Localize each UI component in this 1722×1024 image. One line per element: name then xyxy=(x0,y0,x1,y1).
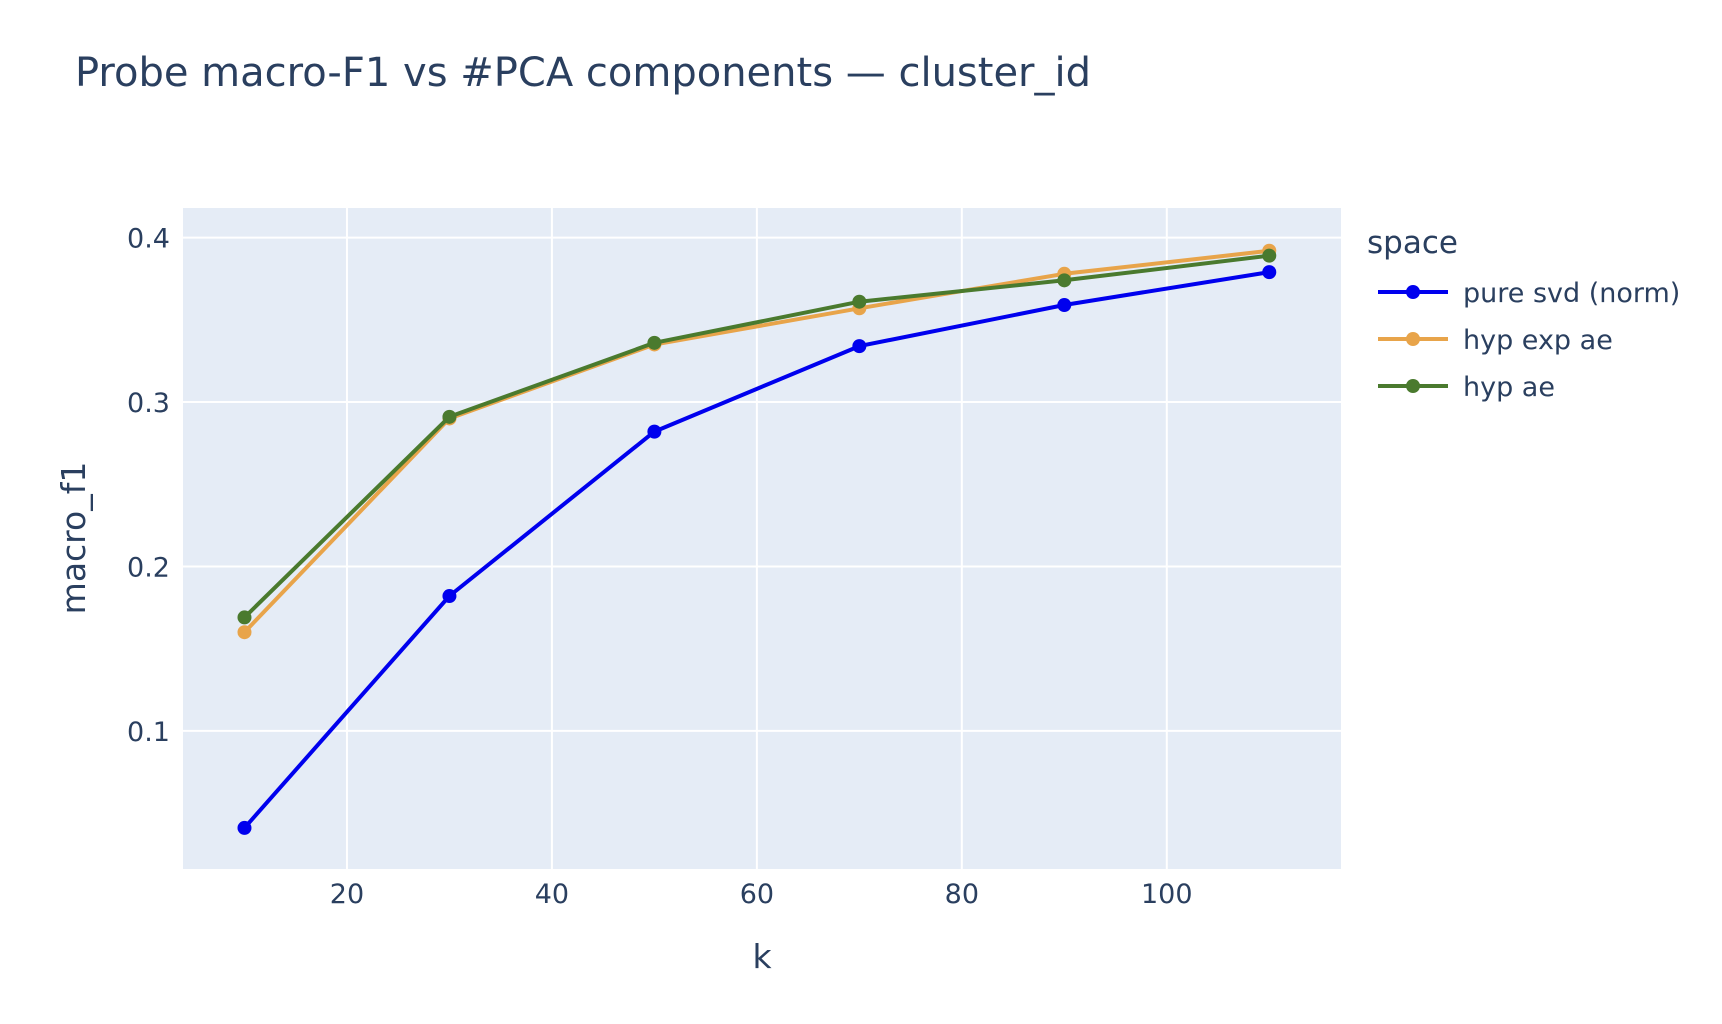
legend-title: space xyxy=(1367,225,1458,261)
y-axis-label: macro_f1 xyxy=(54,462,93,615)
data-point xyxy=(442,409,457,424)
x-axis-label: k xyxy=(752,937,772,976)
series-line xyxy=(243,253,1270,619)
legend-label: pure svd (norm) xyxy=(1463,278,1680,309)
y-tick-label: 0.1 xyxy=(127,717,170,748)
y-tick-label: 0.4 xyxy=(127,224,170,255)
x-tick-labels: 20 40 60 80 100 xyxy=(330,879,1193,910)
x-tick-label: 100 xyxy=(1141,879,1193,910)
x-tick-label: 40 xyxy=(535,879,569,910)
legend-item[interactable]: hyp exp ae xyxy=(1378,325,1613,356)
data-point xyxy=(1262,248,1277,263)
legend-items: pure svd (norm) hyp exp ae hyp ae xyxy=(1378,278,1680,403)
series-line xyxy=(243,248,1270,634)
series-line xyxy=(243,270,1270,830)
data-point xyxy=(647,335,662,350)
data-point xyxy=(852,339,867,354)
data-point xyxy=(1057,298,1072,313)
data-point xyxy=(1057,273,1072,288)
data-point xyxy=(442,589,457,604)
y-tick-labels: 0.1 0.2 0.3 0.4 xyxy=(127,224,170,748)
data-point xyxy=(852,294,867,309)
legend-label: hyp exp ae xyxy=(1463,325,1613,356)
x-tick-label: 20 xyxy=(330,879,364,910)
y-tick-label: 0.2 xyxy=(127,552,170,583)
series-pure-svd-norm- xyxy=(237,265,1277,835)
chart-title: Probe macro-F1 vs #PCA components — clus… xyxy=(75,50,1091,96)
data-point xyxy=(1262,265,1277,280)
legend-swatch-marker xyxy=(1406,332,1420,346)
series-lines xyxy=(237,243,1277,835)
data-point xyxy=(237,820,252,835)
x-tick-label: 80 xyxy=(945,879,979,910)
legend-item[interactable]: pure svd (norm) xyxy=(1378,278,1680,309)
data-point xyxy=(237,625,252,640)
data-point xyxy=(237,610,252,625)
legend-item[interactable]: hyp ae xyxy=(1378,372,1555,403)
legend-label: hyp ae xyxy=(1463,372,1555,403)
y-tick-label: 0.3 xyxy=(127,388,170,419)
grid xyxy=(183,208,1341,869)
plot-area xyxy=(183,208,1341,869)
legend: space pure svd (norm) hyp exp ae hyp ae xyxy=(1367,225,1680,403)
data-point xyxy=(647,424,662,439)
legend-swatch-marker xyxy=(1406,379,1420,393)
legend-swatch-marker xyxy=(1406,285,1420,299)
x-tick-label: 60 xyxy=(740,879,774,910)
series-hyp-ae xyxy=(237,248,1277,625)
